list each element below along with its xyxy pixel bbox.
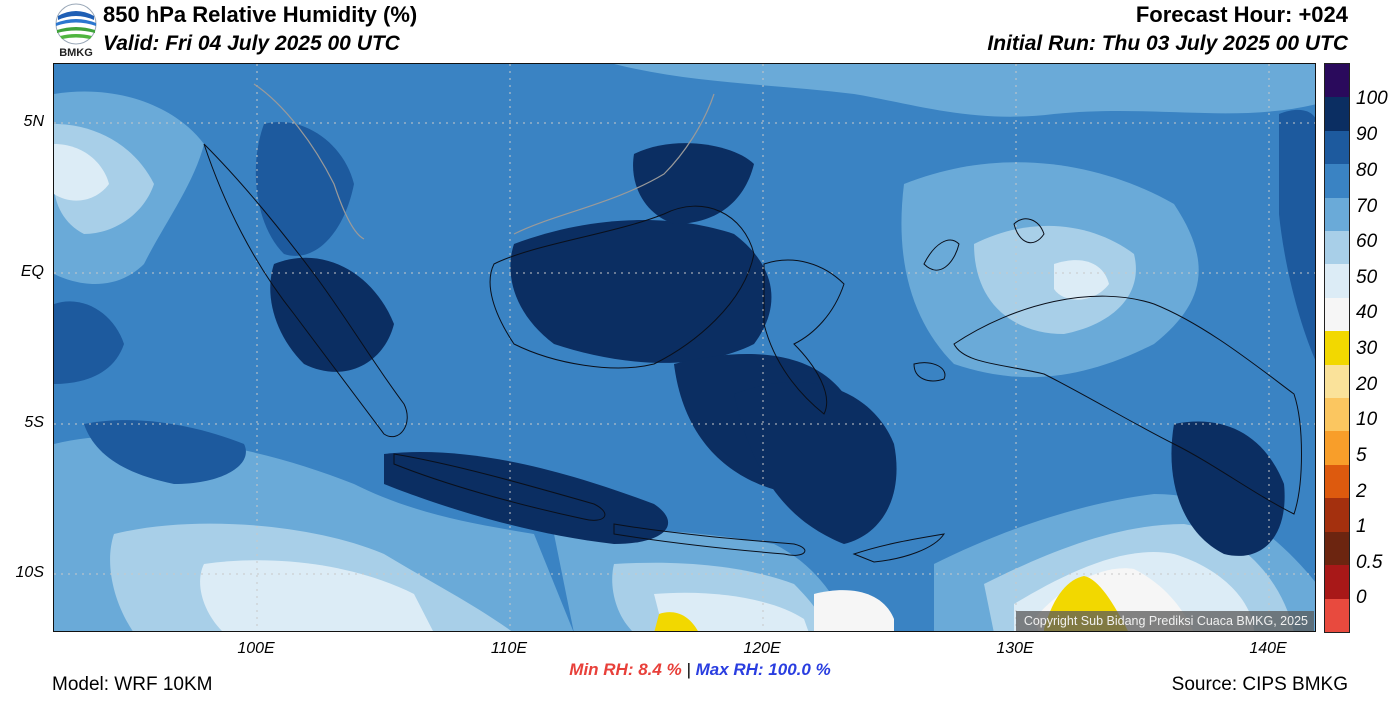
stats-separator: | [686,660,691,679]
colorbar-label-2: 2 [1356,481,1367,502]
coastlines [203,143,1302,563]
lon-label-140e: 140E [1249,640,1287,657]
colorbar-segment [1325,164,1349,198]
copyright-notice: Copyright Sub Bidang Prediksi Cuaca BMKG… [1015,611,1314,631]
colorbar-label-10: 10 [1356,409,1378,430]
bmkg-logo: BMKG [52,2,100,59]
colorbar-label-50: 50 [1356,267,1378,288]
colorbar-label-80: 80 [1356,160,1378,181]
lat-label-10s: 10S [15,564,44,581]
borneo-border [513,93,715,235]
lon-label-120e: 120E [743,640,781,657]
colorbar-label-30: 30 [1356,338,1378,359]
colorbar-segment [1325,464,1349,499]
colorbar-segment [1325,598,1349,632]
lon-label-110e: 110E [490,640,528,657]
colorbar-label-0-5: 0.5 [1356,552,1383,573]
colorbar-segment [1325,331,1349,365]
colorbar-label-70: 70 [1356,196,1378,217]
colorbar-segment [1325,565,1349,599]
lat-label-5s: 5S [24,414,44,431]
svg-text:BMKG: BMKG [59,47,93,58]
mainland-border [253,83,365,240]
source-label: Source: CIPS BMKG [1171,674,1348,695]
colorbar-segment [1325,231,1349,265]
min-rh: Min RH: 8.4 % [569,660,682,679]
colorbar-segment [1325,97,1349,131]
colorbar-label-60: 60 [1356,231,1378,252]
colorbar-label-40: 40 [1356,302,1378,323]
colorbar-segment [1325,498,1349,532]
humidity-field [54,64,1315,631]
colorbar-segment [1325,64,1349,98]
rh-stats: Min RH: 8.4 % | Max RH: 100.0 % [0,660,1400,680]
lat-label-5n: 5N [23,113,44,130]
colorbar-segment [1325,531,1349,566]
model-label: Model: WRF 10KM [52,674,213,695]
lon-label-130e: 130E [996,640,1034,657]
initial-run: Initial Run: Thu 03 July 2025 00 UTC [987,32,1348,55]
colorbar-label-1: 1 [1356,516,1367,537]
lon-label-100e: 100E [237,640,275,657]
colorbar-label-20: 20 [1356,374,1378,395]
moist-regions [54,109,1315,556]
valid-time: Valid: Fri 04 July 2025 00 UTC [103,32,400,55]
colorbar-segment [1325,398,1349,432]
colorbar-segment [1325,431,1349,465]
colorbar [1324,63,1350,633]
colorbar-segment [1325,130,1349,165]
chart-title: 850 hPa Relative Humidity (%) [103,2,418,27]
colorbar-label-90: 90 [1356,124,1378,145]
lat-label-eq: EQ [20,263,44,280]
colorbar-label-100: 100 [1356,88,1388,109]
colorbar-label-5: 5 [1356,445,1367,466]
colorbar-label-0: 0 [1356,587,1367,608]
humidity-map [53,63,1316,632]
colorbar-segment [1325,364,1349,399]
max-rh: Max RH: 100.0 % [695,660,831,679]
colorbar-segment [1325,297,1349,332]
colorbar-segment [1325,197,1349,232]
forecast-hour: Forecast Hour: +024 [1135,2,1348,27]
colorbar-segment [1325,264,1349,298]
